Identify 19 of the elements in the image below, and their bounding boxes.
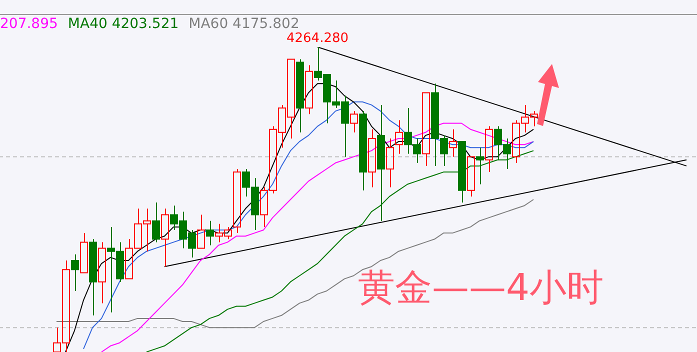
- candlestick: [305, 64, 313, 115]
- candlestick: [197, 214, 205, 249]
- text: 黄金——4小时: [358, 266, 604, 309]
- candlestick: [467, 156, 475, 197]
- candlestick: [161, 208, 169, 268]
- candlestick: [350, 110, 358, 133]
- candlestick: [98, 242, 106, 304]
- candlestick: [386, 138, 394, 188]
- candlestick: [80, 232, 88, 274]
- annotation: 4264.280: [286, 31, 349, 46]
- candlestick: [449, 128, 457, 158]
- candlestick: [485, 126, 493, 173]
- text: MA60 4175.802: [188, 16, 300, 32]
- candlestick: [233, 168, 241, 234]
- candlestick: [395, 120, 403, 154]
- text: 207.895: [0, 16, 58, 32]
- candlestick: [368, 128, 376, 188]
- text: MA40 4203.521: [68, 16, 179, 32]
- candlestick: [422, 92, 430, 166]
